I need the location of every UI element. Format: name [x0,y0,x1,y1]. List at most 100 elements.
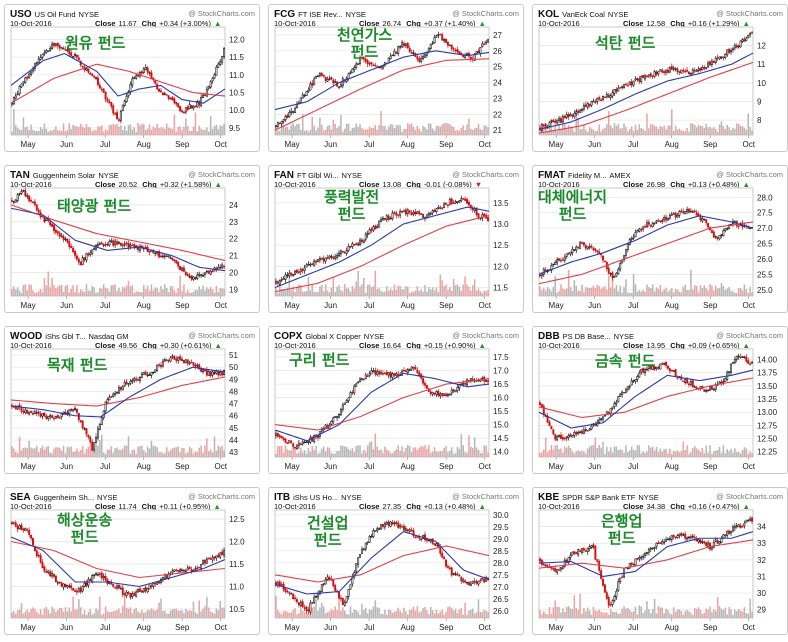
volume-bar [692,614,694,618]
candle-body [602,96,604,100]
candle-body [142,588,145,592]
candle-body [148,374,151,376]
volume-bar [728,127,730,135]
candle-body [462,198,465,200]
candle-body [89,72,92,75]
volume-bar [194,290,197,296]
volume-bar [72,285,74,296]
candle-body [374,225,377,230]
chart-date: 10-Oct-2016 [10,180,52,189]
volume-bar [181,130,183,135]
volume-bar [711,453,713,457]
candle-body [663,541,666,544]
fund-category-label-line: 천연가스 [337,26,393,44]
candle-body [343,252,346,254]
volume-bar [579,290,581,296]
volume-bar [665,448,667,457]
candle-body [559,567,562,570]
candle-body [74,590,76,592]
volume-bar [470,446,472,457]
candle-body [284,274,287,280]
fund-category-label: 금속 펀드 [595,353,655,370]
volume-bar [137,291,139,296]
volume-bar [428,287,430,296]
volume-bar [693,607,696,618]
volume-bar [590,614,593,618]
chart-svg: FAN FT Glbl Wi... NYSE @ StockCharts.com10-… [274,170,519,310]
volume-bar [550,613,553,618]
candle-body [328,255,331,259]
volume-bar [407,445,409,457]
y-tick-label: 11.0 [229,583,245,592]
chart-subheader: 10-Oct-2016 Close 12.58 Chg +0.16 (+1.29%) ▲ [538,19,750,28]
candle-body [43,52,46,55]
x-tick-label: May [549,301,564,310]
candle-body [53,225,55,231]
volume-bar [370,287,373,296]
volume-bar [429,606,432,618]
x-tick-label: Oct [214,140,227,149]
volume-bar [617,123,620,135]
volume-bar [714,610,717,618]
candle-body [297,602,300,606]
candle-body [565,253,568,257]
candle-body [98,243,101,245]
volume-bar [95,292,97,296]
volume-bar [342,607,344,618]
candle-body [131,244,134,247]
candle-body [297,442,300,447]
candle-body [131,78,134,86]
candle-body [477,213,480,219]
candle-body [720,234,723,236]
volume-bar [15,289,17,296]
candle-body [278,435,281,438]
chg-value: +0.09 (+0.65%) [688,341,740,350]
volume-bar [697,607,700,618]
chart-subheader: 10-Oct-2016 Close 20.52 Chg +0.32 (+1.58%) ▲ [10,180,222,189]
volume-bar [32,290,34,296]
volume-bar [322,130,325,135]
x-tick-label: Sep [175,623,190,632]
ticker-symbol: USO [10,9,32,20]
candle-body [184,359,187,363]
candle-body [609,95,612,98]
candle-body [718,541,721,545]
volume-bar [623,287,625,296]
volume-bar [592,285,595,296]
candle-body [676,535,679,538]
chart-subheader: 10-Oct-2016 Close 11.74 Chg +0.11 (+0.95%) ▲ [10,502,221,511]
volume-bar [349,606,352,618]
candle-body [712,60,715,63]
volume-bar [364,129,367,135]
volume-bar [355,281,357,296]
volume-bar [284,290,287,296]
candle-body [609,273,612,275]
candle-body [559,118,562,123]
candle-body [596,250,599,252]
candle-body [163,93,166,95]
volume-bar [397,285,400,296]
candle-body [161,255,164,258]
candle-body [670,214,673,216]
volume-bar [120,612,122,618]
candle-body [68,585,71,588]
volume-bar [286,126,289,135]
volume-bar [623,452,625,457]
volume-bar [393,284,396,296]
volume-bar [340,115,342,135]
volume-bar [364,452,367,457]
volume-bar [581,284,583,296]
candle-body [393,522,396,524]
candle-body [77,588,80,593]
candle-body [74,407,76,411]
candle-body [56,582,59,584]
candle-body [110,102,113,107]
chart-subheader: 10-Oct-2016 Close 26.74 Chg +0.37 (+1.40%) ▲ [274,19,486,28]
candle-body [425,384,428,389]
candle-body [85,428,88,435]
volume-bar [431,128,434,135]
candle-body [37,411,40,414]
candle-body [600,418,603,421]
volume-bar [286,449,289,457]
y-tick-label: 9 [757,97,762,106]
